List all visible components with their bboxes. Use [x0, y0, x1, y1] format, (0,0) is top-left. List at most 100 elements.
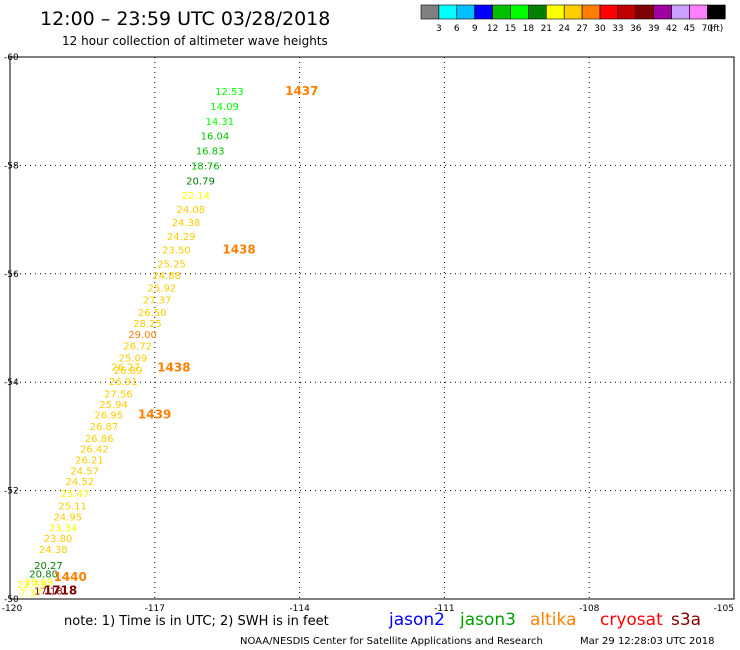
legend-swatch — [492, 4, 511, 20]
x-tick-label: -120 — [2, 604, 23, 614]
data-points: 7.3717.1822.7320.6920.8020.2724.3823.802… — [17, 87, 244, 599]
wave-height-value: 23.34 — [49, 523, 78, 534]
wave-height-value: 12.53 — [215, 87, 244, 98]
x-tick-label: -111 — [434, 604, 454, 614]
wave-height-value: 27.56 — [104, 389, 133, 400]
legend-tick-label: 6 — [454, 24, 460, 34]
credit-text: NOAA/NESDIS Center for Satellite Applica… — [240, 636, 543, 647]
wave-height-value: 18.76 — [191, 162, 220, 173]
time-label: 1439 — [138, 408, 171, 422]
legend-tick-label: 39 — [648, 24, 660, 34]
wave-height-value: 26.87 — [90, 422, 119, 433]
legend-swatch — [653, 4, 672, 20]
footnote-text: note: 1) Time is in UTC; 2) SWH is in fe… — [64, 614, 329, 629]
legend-swatch — [707, 4, 726, 20]
y-tick-label: -52 — [4, 487, 19, 497]
wave-height-value: 26.89 — [114, 366, 143, 377]
wave-height-value: 23.50 — [162, 246, 191, 257]
wave-height-value: 26.50 — [138, 308, 167, 319]
wave-height-value: 28.25 — [133, 319, 162, 330]
wave-height-value: 26.91 — [109, 377, 138, 388]
wave-height-value: 24.38 — [172, 218, 201, 229]
chart-title: 12:00 – 23:59 UTC 03/28/2018 — [40, 8, 330, 30]
plot-area: -50-52-54-56-58-60 -120 -117 -114 -111 -108-… — [2, 53, 735, 614]
legend-tick-label: 27 — [576, 24, 587, 34]
x-tick-label: -105 — [714, 604, 734, 614]
wave-height-value: 20.80 — [29, 569, 58, 580]
plot-frame — [9, 56, 735, 600]
wave-height-value: 22.14 — [181, 191, 210, 202]
wave-height-value: 26.42 — [80, 445, 109, 456]
legend-swatch — [617, 4, 637, 20]
wave-height-value: 7.37 — [20, 588, 42, 599]
time-label: 1440 — [53, 570, 86, 584]
legend-swatch — [581, 4, 601, 20]
legend-swatch — [438, 4, 458, 20]
legend-swatch — [528, 4, 547, 20]
legend-swatch — [456, 4, 475, 20]
satellite-name: altika — [530, 610, 577, 630]
time-label: 1718 — [44, 584, 77, 598]
wave-height-value: 14.31 — [205, 117, 234, 128]
legend-swatch — [420, 4, 440, 20]
wave-height-value: 20.27 — [34, 561, 63, 572]
y-axis-ticks: -50 -52 -54 -56 -58 -60 — [4, 53, 19, 605]
x-tick-label: -108 — [579, 604, 600, 614]
satellite-name: cryosat — [600, 610, 663, 630]
grid-lines — [10, 57, 734, 599]
x-tick-label: -114 — [289, 604, 310, 614]
timestamp-text: Mar 29 12:28:03 UTC 2018 — [580, 636, 715, 647]
wave-height-value: 17.18 — [34, 587, 63, 598]
legend-swatch — [635, 4, 654, 20]
legend-tick-label: 3 — [436, 24, 442, 34]
wave-height-value: 20.69 — [24, 577, 53, 588]
legend-tick-label: 36 — [630, 24, 642, 34]
legend-tick-label: 30 — [594, 24, 606, 34]
y-tick-label: -56 — [4, 270, 19, 280]
y-tick-label: -60 — [4, 53, 19, 63]
satellite-name: s3a — [671, 610, 701, 630]
wave-height-value: 16.04 — [201, 131, 230, 142]
chart-subtitle: 12 hour collection of altimeter wave hei… — [62, 34, 328, 48]
satellite-legend: jason2 jason3 altika cryosat s3a — [388, 610, 701, 630]
wave-height-value: 24.95 — [53, 512, 82, 523]
legend-tick-label: 15 — [505, 24, 516, 34]
wave-height-value: 26.86 — [85, 434, 114, 445]
wave-height-value: 26.21 — [75, 456, 104, 467]
time-label: 1438 — [222, 243, 255, 257]
satellite-name: jason2 — [388, 610, 445, 630]
wave-height-value: 20.79 — [186, 176, 215, 187]
legend-swatch — [545, 4, 565, 20]
legend-swatch — [563, 4, 583, 20]
wave-height-value: 24.52 — [66, 477, 95, 488]
satellite-name: jason3 — [459, 610, 516, 630]
wave-height-value: 22.73 — [17, 580, 46, 591]
wave-height-value: 25.92 — [148, 284, 177, 295]
wave-height-value: 27.37 — [143, 296, 172, 307]
wave-height-value: 14.09 — [210, 102, 239, 113]
legend-swatch — [474, 4, 493, 20]
wave-height-value: 24.57 — [70, 466, 99, 477]
legend-swatch — [689, 4, 708, 20]
wave-height-value: 25.47 — [61, 489, 90, 500]
legend-tick-label: 45 — [684, 24, 695, 34]
wave-height-value: 25.94 — [99, 400, 128, 411]
wave-height-value: 25.09 — [119, 354, 148, 365]
legend-swatch — [510, 4, 529, 20]
legend-tick-label: 70 — [702, 24, 714, 34]
wave-height-value: 25.11 — [58, 502, 87, 513]
legend-tick-label: 9 — [472, 24, 478, 34]
legend-swatch — [671, 4, 690, 20]
legend-tick-label: 18 — [523, 24, 535, 34]
wave-height-value: 24.29 — [167, 232, 196, 243]
legend-tick-label: 21 — [541, 24, 552, 34]
wave-height-value: 23.80 — [44, 534, 73, 545]
wave-height-value: 24.88 — [152, 271, 181, 282]
wave-height-value: 26.72 — [123, 342, 152, 353]
legend-tick-label: 24 — [558, 24, 570, 34]
wave-height-value: 24.08 — [177, 205, 206, 216]
legend-swatch — [599, 4, 619, 20]
time-label: 1438 — [157, 360, 190, 374]
